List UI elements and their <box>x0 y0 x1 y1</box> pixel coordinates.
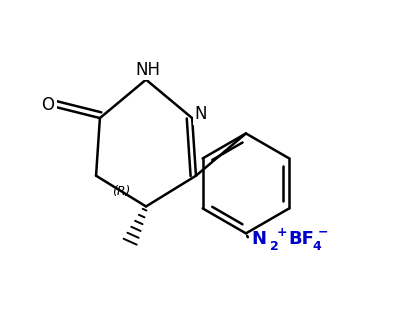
Text: N: N <box>251 230 267 248</box>
Text: (R): (R) <box>112 185 130 198</box>
Text: N: N <box>194 105 207 123</box>
Text: 4: 4 <box>312 239 321 253</box>
Text: O: O <box>42 95 54 114</box>
Text: 2: 2 <box>270 239 278 253</box>
Text: BF: BF <box>288 230 314 248</box>
Text: +: + <box>277 226 287 239</box>
Text: NH: NH <box>135 61 161 79</box>
Text: −: − <box>318 226 329 239</box>
